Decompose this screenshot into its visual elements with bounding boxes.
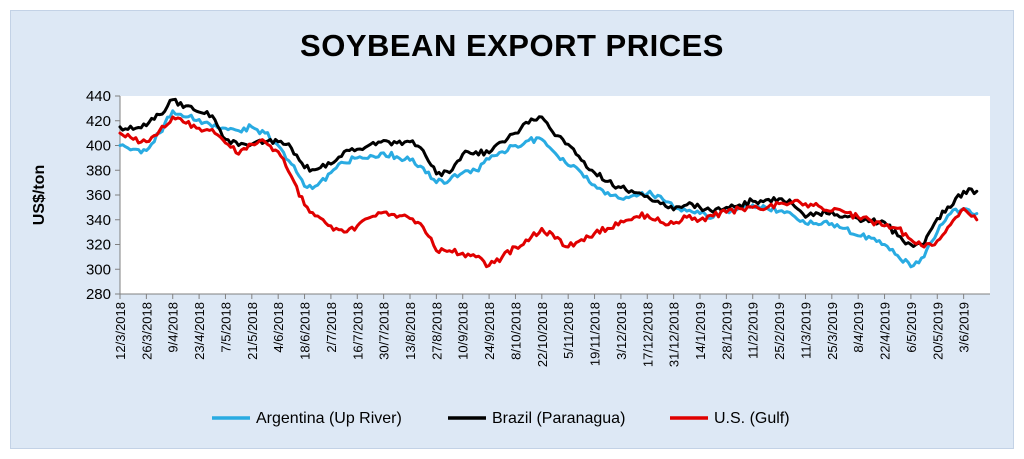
x-tick-label: 28/1/2019: [719, 302, 734, 360]
x-tick-label: 31/12/2018: [667, 302, 682, 367]
series-line-0: [118, 109, 979, 269]
y-tick-label: 340: [86, 212, 111, 229]
y-tick-label: 400: [86, 138, 111, 155]
x-tick-label: 13/8/2018: [403, 302, 418, 360]
series-line-2: [118, 115, 979, 269]
series-line-1: [118, 97, 979, 248]
x-tick-label: 4/6/2018: [271, 302, 286, 353]
y-tick-label: 280: [86, 286, 111, 303]
y-tick-label: 360: [86, 187, 111, 204]
x-tick-label: 25/3/2019: [825, 302, 840, 360]
x-tick-label: 20/5/2019: [930, 302, 945, 360]
x-tick-label: 18/6/2018: [298, 302, 313, 360]
x-tick-label: 6/5/2019: [904, 302, 919, 353]
x-tick-label: 22/4/2019: [878, 302, 893, 360]
x-tick-label: 16/7/2018: [350, 302, 365, 360]
legend-label: Argentina (Up River): [256, 410, 402, 427]
y-tick-label: 420: [86, 113, 111, 130]
y-tick-label: 380: [86, 162, 111, 179]
chart-title: SOYBEAN EXPORT PRICES: [300, 28, 724, 63]
x-tick-label: 5/11/2018: [561, 302, 576, 359]
x-tick-label: 19/11/2018: [588, 302, 603, 366]
x-tick-label: 26/3/2018: [139, 302, 154, 360]
x-tick-label: 9/4/2018: [166, 302, 181, 353]
y-axis-title: US$/ton: [31, 165, 48, 225]
x-tick-label: 30/7/2018: [377, 302, 392, 360]
x-tick-label: 23/4/2018: [192, 302, 207, 360]
y-tick-label: 320: [86, 237, 111, 254]
x-tick-label: 3/6/2019: [957, 302, 972, 353]
x-tick-label: 14/1/2019: [693, 302, 708, 360]
x-tick-label: 17/12/2018: [640, 302, 655, 367]
legend-label: U.S. (Gulf): [714, 410, 790, 427]
x-tick-label: 12/3/2018: [113, 302, 128, 360]
y-tick-label: 300: [86, 261, 111, 278]
y-tick-label: 440: [86, 88, 111, 105]
x-tick-label: 11/3/2019: [798, 302, 813, 359]
x-tick-label: 21/5/2018: [245, 302, 260, 360]
x-tick-label: 3/12/2018: [614, 302, 629, 360]
x-tick-label: 22/10/2018: [535, 302, 550, 367]
x-tick-label: 2/7/2018: [324, 302, 339, 353]
legend-label: Brazil (Paranagua): [492, 410, 625, 427]
plot-area: [120, 96, 990, 294]
x-tick-label: 27/8/2018: [429, 302, 444, 360]
x-tick-label: 24/9/2018: [482, 302, 497, 360]
x-tick-label: 10/9/2018: [456, 302, 471, 360]
x-tick-label: 8/10/2018: [508, 302, 523, 360]
x-tick-label: 7/5/2018: [218, 302, 233, 353]
x-tick-label: 11/2/2019: [746, 302, 761, 359]
x-tick-label: 8/4/2019: [851, 302, 866, 353]
x-tick-label: 25/2/2019: [772, 302, 787, 360]
